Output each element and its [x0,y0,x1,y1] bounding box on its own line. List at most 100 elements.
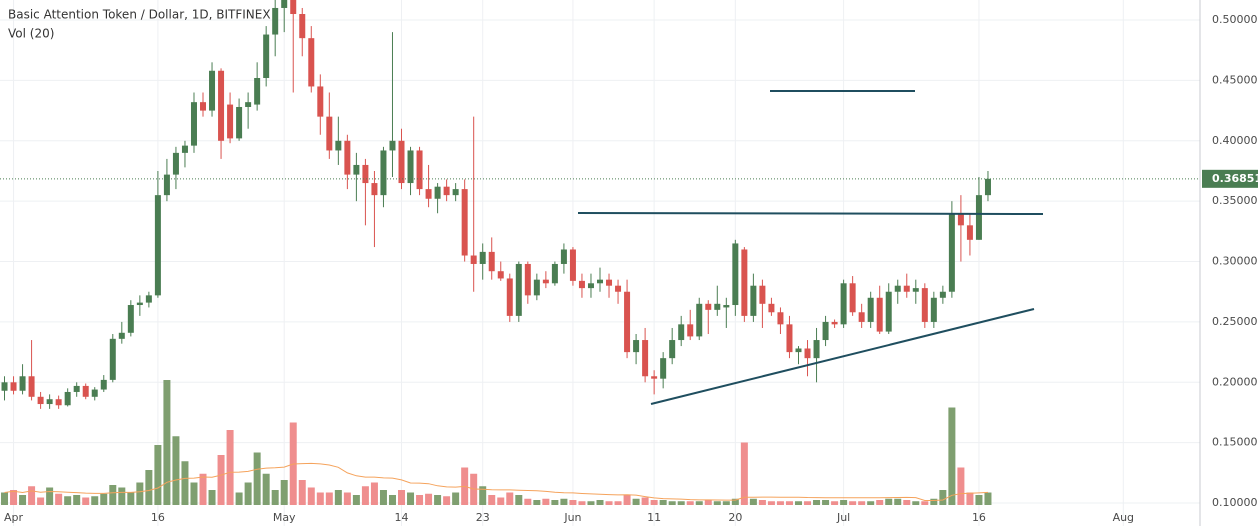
x-tick-label: 20 [728,511,742,524]
volume-bar [930,498,938,505]
candle-body [651,376,658,379]
candle-body [209,70,216,111]
candle-body [190,102,197,146]
candle-body [597,279,603,284]
volume-bar [91,496,99,505]
volume-bar [758,500,766,505]
volume-bar [425,493,433,505]
volume-bar [876,500,884,505]
candle-body [488,251,495,272]
volume-bar [100,493,108,505]
candle-body [813,340,820,359]
candle-body [624,291,631,353]
candle-body [479,251,486,264]
candle-body [344,140,351,175]
candle-body [551,263,558,284]
candle-body [109,338,116,380]
candle-body [227,104,234,139]
volume-bar [776,501,784,505]
candle-body [750,285,757,316]
candle-body [822,321,829,341]
candle-body [452,189,459,196]
candle-body [768,303,775,313]
volume-bar [894,498,902,505]
volume-bar [497,497,505,505]
volume-bar [64,496,72,505]
candle-body [470,255,477,264]
y-tick-label: 0.45000 [1212,73,1258,86]
volume-bar [253,452,261,505]
candle-body [678,324,685,341]
candle-body [218,70,225,141]
candle-body [759,285,766,304]
candle-body [136,302,143,306]
candle-body [714,303,721,310]
volume-bar [145,470,153,505]
candle-body [696,303,703,337]
candle-body [55,399,62,406]
volume-bar [298,480,306,505]
candle-body [371,183,378,196]
candle-body [172,152,179,175]
candle-body [290,0,297,15]
volume-bar [379,490,387,505]
candle-body [326,116,333,151]
volume-bar [632,498,640,505]
candle-body [858,312,865,322]
volume-bar [199,473,207,505]
candle-body [254,78,261,105]
y-tick-label: 0.15000 [1212,436,1258,449]
volume-bar [794,501,802,505]
candle-body [200,102,207,111]
candle-body [723,305,730,308]
volume-bar [10,490,18,505]
volume-bar [587,501,595,505]
trend-line [650,308,1035,405]
volume-bar [921,501,929,505]
candle-body [127,305,134,333]
x-tick-label: 16 [151,511,165,524]
volume-bar [154,445,162,505]
candle-body [263,34,270,79]
trend-line [577,212,1044,215]
candle-body [795,348,802,353]
candle-body [687,324,694,337]
candle-body [777,312,784,325]
x-tick-label: Jul [836,511,850,524]
volume-bar [713,501,721,505]
price-axis [1200,0,1260,526]
x-tick-label: Aug [1113,511,1134,524]
x-tick-label: 14 [395,511,409,524]
candle-body [73,385,80,392]
candle-body [705,303,712,310]
volume-bar [578,501,586,505]
candle-body [569,249,576,281]
candle-body [515,263,522,316]
y-tick-label: 0.35000 [1212,194,1258,207]
candle-body [930,297,937,322]
candle-body [353,164,360,175]
volume-bar [560,498,568,505]
volume-bar [533,500,541,505]
volume-bar [28,486,36,505]
volume-bar [551,500,559,505]
volume-bar [867,501,875,505]
candle-body [281,0,288,8]
axes: 0.10000 0.15000 0.20000 0.25000 0.30000 0.350… [4,13,1257,524]
volume-bar [704,500,712,505]
volume-bar [217,455,225,505]
chart-title: Basic Attention Token / Dollar, 1D, BITF… [8,8,271,22]
volume-bar [181,461,189,505]
candle-body [912,288,919,292]
candle-body [921,288,928,322]
volume-bar [767,501,775,505]
volume-bar [452,492,460,505]
candle-body [804,348,811,359]
volume-bar [370,482,378,505]
volume-bar [948,407,956,505]
candle-body [308,38,315,87]
candle-body [560,249,567,264]
candle-body [849,283,856,313]
volume-bar [695,501,703,505]
volume-bar [190,482,198,505]
